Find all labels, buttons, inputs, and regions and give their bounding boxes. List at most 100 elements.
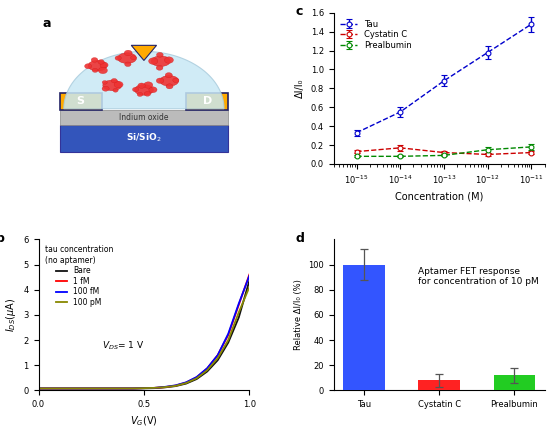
- 1 fM: [88, 386, 95, 391]
- Bare: [151, 386, 158, 391]
- 100 fM: [109, 386, 116, 391]
- 1 fM: [204, 366, 211, 371]
- 100 fM: [67, 386, 74, 391]
- Bare: [204, 369, 211, 374]
- Bare: [194, 377, 200, 382]
- 1 fM: [194, 375, 200, 380]
- Circle shape: [115, 56, 122, 60]
- Circle shape: [100, 62, 108, 68]
- 100 fM: [46, 386, 52, 391]
- Line: 100 pM: 100 pM: [39, 287, 249, 388]
- Circle shape: [156, 52, 163, 57]
- 100 pM: [109, 386, 116, 391]
- Bare: [98, 386, 105, 391]
- Bar: [493, 375, 535, 390]
- 100 pM: [225, 338, 232, 343]
- Ellipse shape: [134, 85, 153, 95]
- 100 fM: [151, 385, 158, 390]
- Bare: [46, 386, 52, 391]
- 100 pM: [35, 386, 42, 391]
- 1 fM: [183, 380, 189, 385]
- 100 fM: [88, 386, 95, 391]
- 1 fM: [67, 386, 74, 391]
- Ellipse shape: [88, 60, 107, 71]
- 100 pM: [67, 386, 74, 391]
- Bare: [78, 386, 84, 391]
- Text: $V_{DS}$= 1 V: $V_{DS}$= 1 V: [102, 339, 144, 352]
- Text: d: d: [296, 232, 305, 245]
- Circle shape: [137, 93, 143, 97]
- Bare: [67, 386, 74, 391]
- 1 fM: [130, 386, 136, 391]
- 100 fM: [204, 366, 211, 371]
- Line: 1 fM: 1 fM: [39, 275, 249, 388]
- Circle shape: [124, 50, 132, 56]
- 100 pM: [130, 386, 136, 391]
- Circle shape: [111, 79, 117, 83]
- 1 fM: [119, 386, 126, 391]
- Bare: [235, 315, 242, 320]
- Circle shape: [102, 86, 109, 91]
- Circle shape: [156, 65, 163, 70]
- 100 fM: [130, 386, 136, 391]
- Circle shape: [85, 63, 92, 69]
- 100 fM: [235, 301, 242, 306]
- Bare: [130, 386, 136, 391]
- 100 fM: [78, 386, 84, 391]
- Y-axis label: ΔI/I₀: ΔI/I₀: [295, 79, 305, 98]
- Circle shape: [144, 82, 153, 88]
- Circle shape: [113, 88, 118, 92]
- Line: 100 fM: 100 fM: [39, 276, 249, 388]
- Circle shape: [91, 57, 98, 62]
- 100 fM: [119, 386, 126, 391]
- 100 fM: [214, 353, 221, 358]
- Text: b: b: [0, 232, 5, 245]
- Bare: [88, 386, 95, 391]
- 100 pM: [214, 356, 221, 361]
- Bare: [119, 386, 126, 391]
- Circle shape: [165, 73, 172, 78]
- Circle shape: [92, 68, 98, 73]
- 100 fM: [225, 331, 232, 336]
- 1 fM: [225, 332, 232, 338]
- 1 fM: [35, 386, 42, 391]
- 100 pM: [151, 385, 158, 390]
- 100 pM: [204, 368, 211, 373]
- Legend: Tau, Cystatin C, Prealbumin: Tau, Cystatin C, Prealbumin: [338, 17, 414, 52]
- Ellipse shape: [151, 56, 170, 66]
- Polygon shape: [64, 51, 224, 109]
- 100 pM: [183, 381, 189, 386]
- 1 fM: [56, 386, 63, 391]
- 100 fM: [141, 386, 147, 391]
- Line: Bare: Bare: [39, 281, 249, 389]
- Circle shape: [166, 84, 173, 89]
- FancyBboxPatch shape: [59, 93, 102, 109]
- Circle shape: [156, 78, 164, 84]
- Text: Si/SiO$_2$: Si/SiO$_2$: [126, 132, 162, 145]
- Circle shape: [98, 60, 104, 64]
- Text: c: c: [296, 5, 303, 18]
- Circle shape: [114, 82, 123, 88]
- 100 fM: [35, 386, 42, 391]
- Bar: [343, 265, 384, 390]
- 100 pM: [235, 310, 242, 315]
- Text: S: S: [76, 96, 85, 106]
- 100 pM: [88, 386, 95, 391]
- 1 fM: [162, 384, 168, 390]
- Legend: Bare, 1 fM, 100 fM, 100 pM: Bare, 1 fM, 100 fM, 100 pM: [42, 243, 116, 309]
- X-axis label: Concentration (M): Concentration (M): [395, 192, 483, 202]
- Ellipse shape: [160, 76, 179, 86]
- 100 pM: [194, 376, 200, 381]
- 1 fM: [214, 353, 221, 358]
- 100 pM: [78, 386, 84, 391]
- Circle shape: [130, 56, 136, 60]
- 100 pM: [98, 386, 105, 391]
- Bare: [35, 386, 42, 391]
- Bare: [214, 358, 221, 363]
- Bar: [419, 381, 460, 390]
- 100 fM: [194, 375, 200, 380]
- X-axis label: $V_G$(V): $V_G$(V): [130, 415, 158, 428]
- Bare: [56, 386, 63, 391]
- Bare: [109, 386, 116, 391]
- Circle shape: [125, 62, 131, 66]
